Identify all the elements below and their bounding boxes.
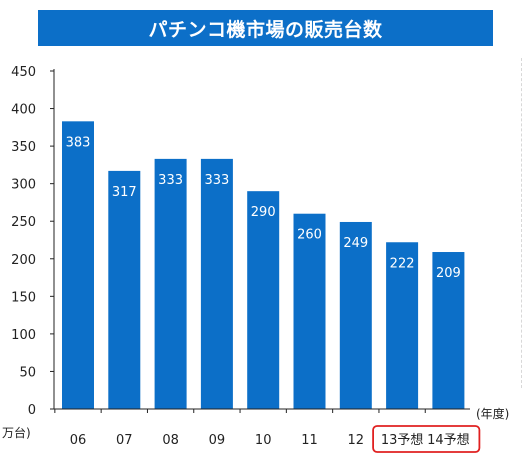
y-axis: 0 50 100 150 200 250 300 350 400 450 万台)	[2, 65, 55, 440]
x-axis: 06 07 08 09 10 11 12 13予想 14予想 (年度)	[54, 406, 509, 453]
right-divider	[521, 58, 522, 388]
x-tick-label: 09	[209, 433, 226, 448]
y-tick-label: 300	[11, 178, 36, 193]
y-tick-label: 0	[28, 403, 36, 418]
x-tick-label: 11	[301, 433, 318, 448]
forecast-highlight-box	[372, 425, 481, 453]
data-label: 290	[251, 205, 276, 220]
bar	[108, 170, 141, 409]
bars: 383 317 333 333 290 260 249 222 209	[62, 121, 465, 409]
chart-title-banner: パチンコ機市場の販売台数	[38, 10, 493, 46]
x-axis-unit-label: (年度)	[476, 406, 509, 421]
chart-title: パチンコ機市場の販売台数	[148, 18, 383, 41]
x-tick-label: 06	[70, 433, 87, 448]
x-tick-label: 07	[116, 433, 133, 448]
data-label: 383	[66, 135, 91, 150]
x-tick-label: 10	[255, 433, 272, 448]
bar	[293, 213, 326, 409]
data-label: 222	[390, 256, 415, 271]
y-tick-label: 150	[11, 290, 36, 305]
bar	[432, 252, 465, 409]
data-label: 260	[297, 228, 322, 243]
y-tick-label: 50	[19, 365, 36, 380]
y-tick-label: 250	[11, 215, 36, 230]
y-tick-label: 350	[11, 140, 36, 155]
x-tick-label: 14予想	[427, 432, 470, 448]
bar	[386, 242, 419, 409]
y-tick-label: 200	[11, 253, 36, 268]
bar	[62, 121, 94, 409]
y-tick-label: 400	[11, 103, 36, 118]
bar	[339, 221, 372, 409]
data-label: 209	[436, 266, 461, 281]
y-tick-label: 450	[11, 65, 36, 80]
bar	[154, 158, 187, 409]
y-tick-label: 100	[11, 328, 36, 343]
data-label: 317	[112, 185, 137, 200]
y-axis-unit-label: 万台)	[2, 425, 31, 440]
bar	[247, 191, 280, 409]
data-label: 249	[343, 236, 368, 251]
x-tick-label: 12	[348, 433, 365, 448]
data-label: 333	[204, 173, 229, 188]
data-label: 333	[158, 173, 183, 188]
x-tick-label: 08	[162, 433, 179, 448]
x-tick-label: 13予想	[381, 432, 424, 448]
bar	[200, 158, 233, 409]
